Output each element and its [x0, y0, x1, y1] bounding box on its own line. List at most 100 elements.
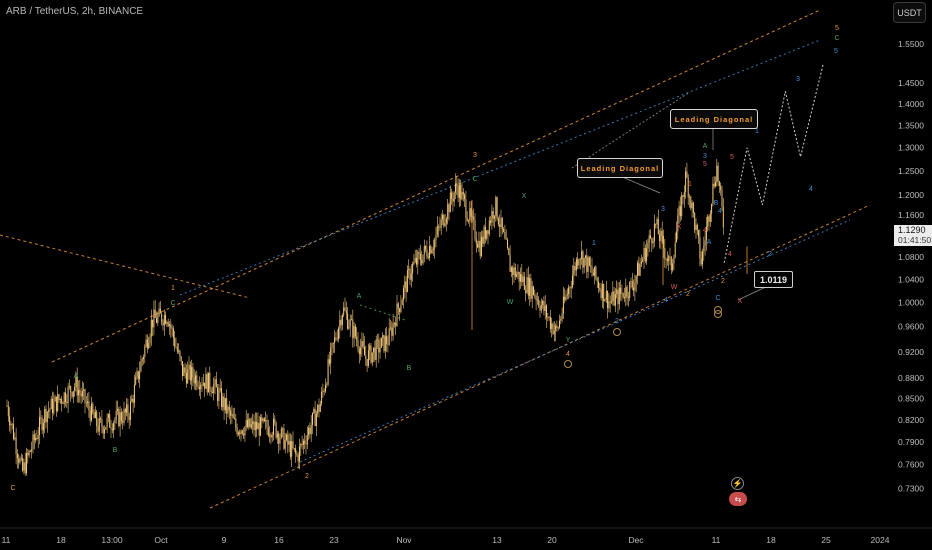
candle-body — [145, 339, 147, 347]
candle-body — [412, 264, 414, 274]
candle-body — [88, 401, 90, 411]
candle-body — [494, 215, 495, 219]
candle-body — [135, 377, 137, 385]
candle-body — [657, 218, 659, 235]
events-icon[interactable]: ⇆ — [729, 492, 747, 506]
candle-body — [540, 304, 542, 311]
candle-body — [37, 434, 39, 440]
candle-body — [659, 234, 661, 242]
projection-path — [723, 63, 824, 263]
candle-body — [241, 430, 243, 434]
candle-body — [514, 267, 516, 277]
candle-body — [382, 335, 384, 338]
wave-label: B — [714, 200, 719, 207]
candle-body — [676, 231, 677, 243]
candle-body — [487, 230, 489, 235]
currency-button[interactable]: USDT — [893, 2, 926, 23]
candle-body — [432, 248, 434, 250]
candle-body — [109, 414, 111, 428]
candle-body — [70, 386, 72, 393]
candle-body — [366, 359, 368, 366]
candle-body — [371, 352, 373, 363]
candle-body — [123, 409, 125, 423]
candle-body — [261, 417, 263, 422]
candle-body — [448, 204, 450, 213]
candle-body — [461, 191, 463, 200]
candle-body — [682, 195, 684, 197]
candle-body — [276, 433, 278, 438]
candle-body — [399, 308, 401, 312]
candle-body — [62, 403, 64, 404]
candle-body — [232, 414, 234, 419]
candle-body — [712, 183, 714, 204]
candle-body — [499, 224, 501, 227]
price-axis[interactable]: 1.5500 1.4500 1.4000 1.3500 1.3000 1.2500 1.20… — [890, 0, 932, 550]
candle-body — [614, 294, 616, 306]
level-label[interactable]: 1.0119 — [754, 271, 793, 288]
wave-label: 5 — [834, 48, 838, 55]
candle-body — [520, 274, 521, 282]
callout-leading-diagonal-2[interactable]: Leading Diagonal — [670, 109, 758, 129]
candle-body — [596, 278, 598, 282]
candle-body — [226, 398, 228, 414]
wave-label: A — [74, 373, 79, 380]
candle-body — [449, 192, 451, 213]
candle-body — [309, 427, 311, 435]
candle-body — [474, 219, 476, 239]
candle-body — [178, 350, 180, 352]
candle-body — [491, 211, 493, 223]
candle-body — [300, 444, 302, 447]
candle-body — [274, 418, 276, 423]
candle-body — [509, 254, 511, 272]
wave-label: B — [407, 365, 412, 372]
y-tick-label: 1.3000 — [898, 143, 924, 153]
lightning-icon[interactable]: ⚡ — [731, 477, 744, 490]
candle-body — [204, 382, 206, 389]
candle-body — [642, 259, 644, 262]
candle-body — [709, 213, 711, 222]
candle-body — [451, 192, 453, 199]
candle-body — [373, 347, 375, 353]
candle-body — [53, 401, 55, 414]
candle-body — [55, 396, 57, 411]
candle-body — [638, 262, 640, 276]
candle-body — [16, 453, 18, 459]
candle-body — [102, 427, 104, 434]
candle-body — [267, 427, 269, 436]
candle-body — [128, 416, 130, 420]
candle-body — [222, 396, 224, 407]
candle-body — [716, 165, 718, 183]
candle-body — [445, 218, 447, 224]
wave-label: 2 — [615, 318, 619, 325]
candle-body — [561, 313, 563, 319]
candle-body — [409, 268, 411, 280]
candle-body — [117, 408, 118, 411]
candle-body — [668, 256, 670, 262]
candle-body — [310, 425, 312, 435]
candle-body — [182, 361, 183, 376]
candle-body — [396, 303, 398, 327]
candle-body — [183, 367, 185, 376]
candle-body — [652, 241, 654, 244]
candle-body — [92, 403, 94, 413]
candle-body — [595, 266, 597, 279]
candle-body — [236, 427, 238, 435]
candle-body — [299, 446, 300, 462]
callout-leading-diagonal-1[interactable]: Leading Diagonal — [577, 158, 663, 178]
time-axis[interactable]: 11 18 13:00 Oct 9 16 23 Nov 13 20 Dec 11 18 25 2024 — [0, 527, 932, 545]
candle-body — [180, 356, 182, 362]
candle-body — [328, 359, 330, 364]
wave-label: A — [357, 293, 362, 300]
candle-body — [572, 275, 573, 287]
candle-body — [46, 411, 48, 423]
wave-label: 4 — [728, 251, 732, 258]
candle-body — [278, 433, 280, 444]
candle-body — [159, 308, 161, 314]
wave-label: 5 — [835, 25, 839, 32]
candle-body — [214, 379, 216, 385]
candle-body — [720, 185, 722, 191]
candle-body — [620, 287, 622, 294]
candle-body — [158, 308, 160, 316]
x-tick-label: Oct — [154, 535, 168, 545]
